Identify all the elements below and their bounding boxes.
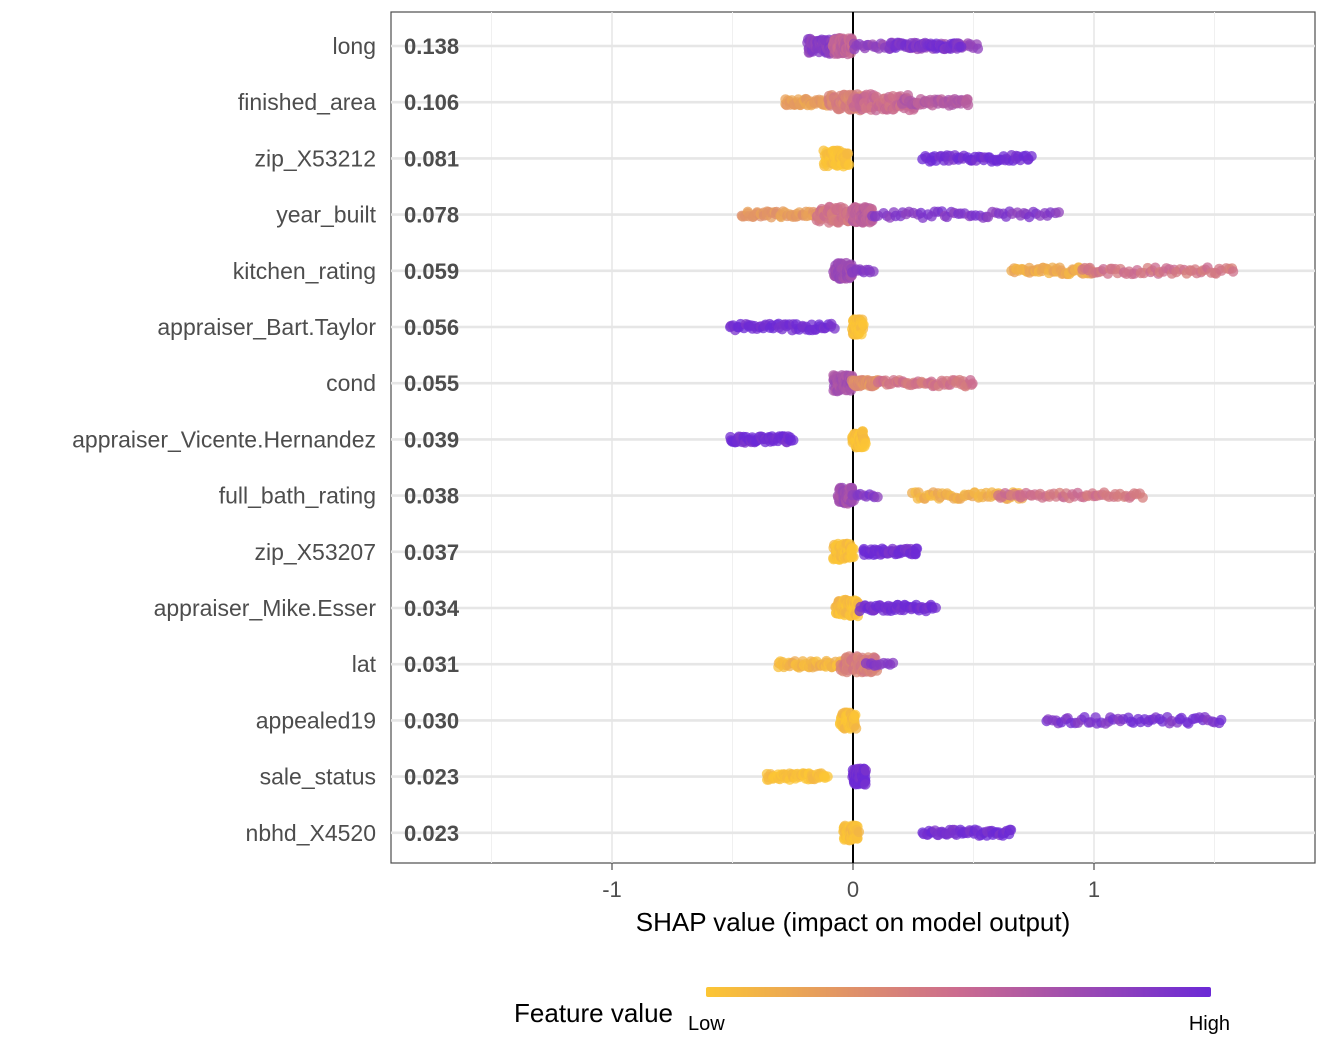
shap-point xyxy=(956,41,967,52)
shap-point xyxy=(843,159,855,170)
feature-row-points xyxy=(828,257,1239,284)
shap-point xyxy=(847,551,858,562)
feature-row-points xyxy=(773,651,899,678)
importance-value: 0.055 xyxy=(404,371,459,396)
shap-point xyxy=(972,43,984,54)
feature-label: appraiser_Vicente.Hernandez xyxy=(72,426,376,452)
importance-value: 0.106 xyxy=(404,90,459,115)
shap-point xyxy=(1026,151,1037,162)
shap-point xyxy=(911,543,923,554)
importance-value: 0.078 xyxy=(404,203,459,228)
shap-point xyxy=(872,491,883,503)
shap-point xyxy=(850,709,861,721)
shap-point xyxy=(930,602,941,613)
shap-point xyxy=(788,435,799,446)
shap-point xyxy=(850,723,862,734)
shap-point xyxy=(860,438,871,449)
feature-row-points xyxy=(828,370,978,397)
feature-label: lat xyxy=(352,651,377,677)
shap-point xyxy=(1137,492,1148,503)
shap-point xyxy=(822,771,833,782)
importance-value: 0.037 xyxy=(404,540,459,565)
shap-point xyxy=(868,266,879,277)
shap-point xyxy=(887,657,899,669)
importance-value: 0.056 xyxy=(404,315,459,340)
x-tick-label: 0 xyxy=(847,877,859,902)
feature-row-points xyxy=(802,33,984,60)
feature-label: zip_X53207 xyxy=(255,539,377,565)
importance-value: 0.030 xyxy=(404,708,459,733)
feature-label: sale_status xyxy=(260,764,376,790)
feature-label: appraiser_Mike.Esser xyxy=(154,595,377,621)
feature-label: year_built xyxy=(276,202,376,228)
shap-point xyxy=(1227,266,1239,277)
shap-point xyxy=(1005,824,1017,836)
color-legend: Feature value Low High xyxy=(514,987,1230,1035)
feature-labels: long finished_area zip_X53212 year_builtkit… xyxy=(72,33,376,846)
feature-row-points xyxy=(736,201,1065,228)
legend-low-label: Low xyxy=(688,1013,725,1035)
feature-label: full_bath_rating xyxy=(219,483,376,509)
x-axis-ticks: -1 0 1 xyxy=(602,863,1100,902)
importance-value: 0.059 xyxy=(404,259,459,284)
shap-points xyxy=(725,33,1239,846)
x-axis-label: SHAP value (impact on model output) xyxy=(636,907,1071,937)
legend-color-bar xyxy=(706,987,1211,997)
shap-point xyxy=(853,826,865,838)
importance-value: 0.081 xyxy=(404,146,459,171)
feature-row-points xyxy=(832,482,1148,509)
feature-label: cond xyxy=(326,370,376,396)
x-tick-label: -1 xyxy=(602,877,622,902)
feature-row-points xyxy=(761,763,871,790)
feature-label: appealed19 xyxy=(256,707,376,733)
importance-value: 0.031 xyxy=(404,652,459,677)
shap-point xyxy=(962,99,974,111)
feature-row-points xyxy=(725,314,869,340)
feature-label: long xyxy=(333,33,376,59)
shap-point xyxy=(860,765,871,776)
shap-point xyxy=(967,378,978,389)
importance-value: 0.038 xyxy=(404,484,459,509)
importance-value: 0.023 xyxy=(404,765,459,790)
feature-label: appraiser_Bart.Taylor xyxy=(157,314,376,340)
feature-row-points xyxy=(828,538,923,565)
importance-value: 0.138 xyxy=(404,34,459,59)
feature-label: kitchen_rating xyxy=(233,258,376,284)
importance-value: 0.039 xyxy=(404,427,459,452)
feature-row-points xyxy=(830,594,941,622)
feature-row-points xyxy=(818,145,1037,172)
shap-point xyxy=(829,323,840,334)
x-tick-label: 1 xyxy=(1088,877,1100,902)
importance-labels: 0.138 0.106 0.081 0.078 0.059 0.056 0.055 0.039… xyxy=(404,34,460,846)
shap-point xyxy=(858,319,869,330)
legend-high-label: High xyxy=(1189,1013,1230,1035)
shap-point xyxy=(1053,207,1065,218)
legend-title: Feature value xyxy=(514,998,673,1028)
importance-value: 0.034 xyxy=(404,596,460,621)
shap-point xyxy=(842,148,854,159)
feature-label: nbhd_X4520 xyxy=(246,820,376,846)
shap-point xyxy=(1216,714,1227,726)
feature-row-points xyxy=(838,820,1017,846)
shap-point xyxy=(848,543,859,555)
feature-label: zip_X53212 xyxy=(255,145,377,171)
feature-row-points xyxy=(725,426,871,453)
feature-label: finished_area xyxy=(238,89,376,115)
shap-point xyxy=(856,329,867,340)
shap-point xyxy=(860,779,871,790)
feature-row-points xyxy=(834,707,1227,734)
importance-value: 0.023 xyxy=(404,821,459,846)
feature-row-points xyxy=(780,89,974,116)
